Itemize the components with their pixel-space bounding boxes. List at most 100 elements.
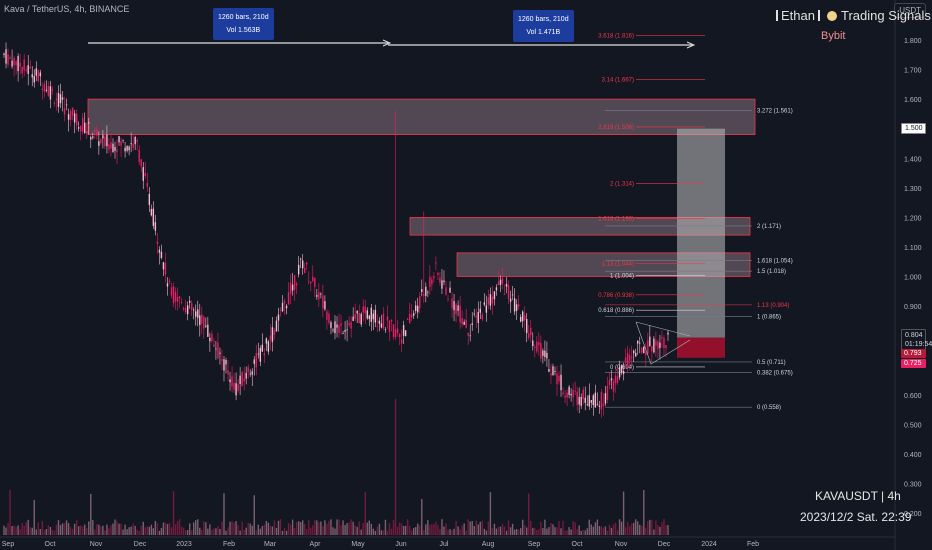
volume-bar: [521, 519, 524, 535]
candle-body: [419, 296, 421, 309]
volume-bar: [415, 527, 417, 535]
volume-bar: [544, 519, 546, 535]
candle-body: [273, 330, 276, 335]
currency-selector[interactable]: USDT: [894, 3, 926, 18]
volume-bar: [380, 530, 383, 535]
candle-body: [413, 313, 415, 316]
volume-bar: [267, 522, 270, 535]
volume-bar: [257, 524, 259, 535]
candle-body: [542, 350, 544, 356]
volume-bar: [342, 520, 344, 535]
candle-body: [574, 390, 576, 392]
candle-body: [128, 146, 130, 151]
candle-body: [213, 344, 215, 347]
candle-body: [219, 352, 221, 354]
candle-body: [92, 136, 94, 138]
fib-level-label: 1 (1.004): [610, 273, 634, 279]
footer-datetime: 2023/12/2 Sat. 22:39: [800, 510, 912, 524]
volume-bar: [562, 520, 564, 535]
volume-bar: [449, 529, 451, 535]
candle-body: [528, 333, 530, 338]
candle-body: [114, 146, 116, 151]
candle-body: [352, 316, 354, 321]
volume-bar: [600, 526, 603, 535]
candle-body: [188, 300, 191, 303]
volume-bar: [491, 528, 494, 535]
volume-bar: [570, 529, 572, 535]
volume-bar: [372, 528, 375, 535]
candle-body: [475, 315, 477, 318]
measure-label-1[interactable]: 1260 bars, 210d Vol 1.563B: [213, 8, 274, 40]
volume-bar: [602, 527, 605, 535]
candle-body: [443, 280, 445, 283]
candle-body: [267, 341, 270, 352]
candle-body: [526, 319, 528, 334]
candle-body: [84, 122, 86, 134]
fib-level-label: 1.13 (0.904): [757, 303, 789, 309]
volume-bar: [203, 521, 205, 535]
volume-bar: [310, 527, 312, 535]
volume-bar: [445, 523, 447, 535]
candle-body: [65, 104, 68, 106]
volume-bar: [225, 530, 227, 535]
candle-body: [620, 364, 623, 373]
volume-bar: [364, 492, 366, 535]
candle-body: [364, 306, 366, 314]
volume-bar: [94, 529, 96, 535]
volume-bar: [410, 530, 413, 535]
candle-body: [318, 292, 320, 300]
candle-body: [120, 141, 122, 146]
candle-body: [255, 353, 257, 368]
candle-body: [261, 344, 264, 352]
volume-bar: [501, 523, 504, 535]
candle-body: [641, 347, 643, 353]
price-tag-current[interactable]: 0.804 01:19:54: [901, 329, 932, 351]
candle-body: [592, 395, 595, 405]
candle-body: [57, 93, 60, 107]
volume-bar: [27, 519, 29, 535]
candle-body: [301, 260, 304, 269]
volume-bar: [237, 525, 239, 535]
candle-body: [33, 76, 35, 83]
y-tick-label: 0.400: [904, 452, 922, 459]
candle-body: [19, 63, 21, 67]
volume-bar: [576, 529, 578, 535]
volume-bar: [439, 529, 441, 535]
candle-body: [350, 321, 352, 329]
volume-bar: [509, 527, 512, 535]
volume-bar: [641, 525, 643, 535]
volume-bar: [455, 520, 457, 535]
volume-bar: [554, 527, 556, 535]
volume-bar: [568, 527, 570, 535]
candle-body: [61, 97, 64, 100]
volume-bar: [79, 525, 82, 535]
measure-label-2[interactable]: 1260 bars, 210d Vol 1.471B: [513, 10, 574, 42]
candle-body: [124, 147, 126, 152]
candle-body: [172, 286, 175, 304]
candle-body: [334, 321, 336, 334]
volume-bar: [637, 521, 639, 535]
price-tag-target[interactable]: 1.500: [901, 123, 926, 134]
volume-bar: [528, 493, 530, 535]
volume-bar: [110, 525, 112, 535]
volume-bar: [402, 525, 405, 535]
candle-body: [513, 298, 516, 312]
candle-body: [421, 289, 423, 293]
volume-bar: [104, 530, 106, 535]
volume-bar: [398, 522, 401, 535]
candle-body: [402, 325, 405, 336]
symbol-title[interactable]: Kava / TetherUS, 4h, BINANCE: [4, 4, 130, 14]
volume-bar: [326, 523, 328, 535]
fib-level-label: 3.272 (1.561): [757, 109, 793, 115]
price-tag-entry[interactable]: 0.793: [901, 349, 926, 358]
candle-body: [148, 193, 151, 206]
measure-bars: 1260 bars, 210d: [518, 16, 569, 23]
candle-body: [356, 310, 358, 314]
fib-level-label: 1.618 (1.196): [598, 217, 634, 223]
volume-bar: [23, 525, 25, 535]
volume-bar: [390, 528, 393, 535]
price-tag-stop[interactable]: 0.725: [901, 359, 926, 368]
y-tick-label: 0.900: [904, 304, 922, 311]
exchange-label: Bybit: [821, 30, 846, 42]
